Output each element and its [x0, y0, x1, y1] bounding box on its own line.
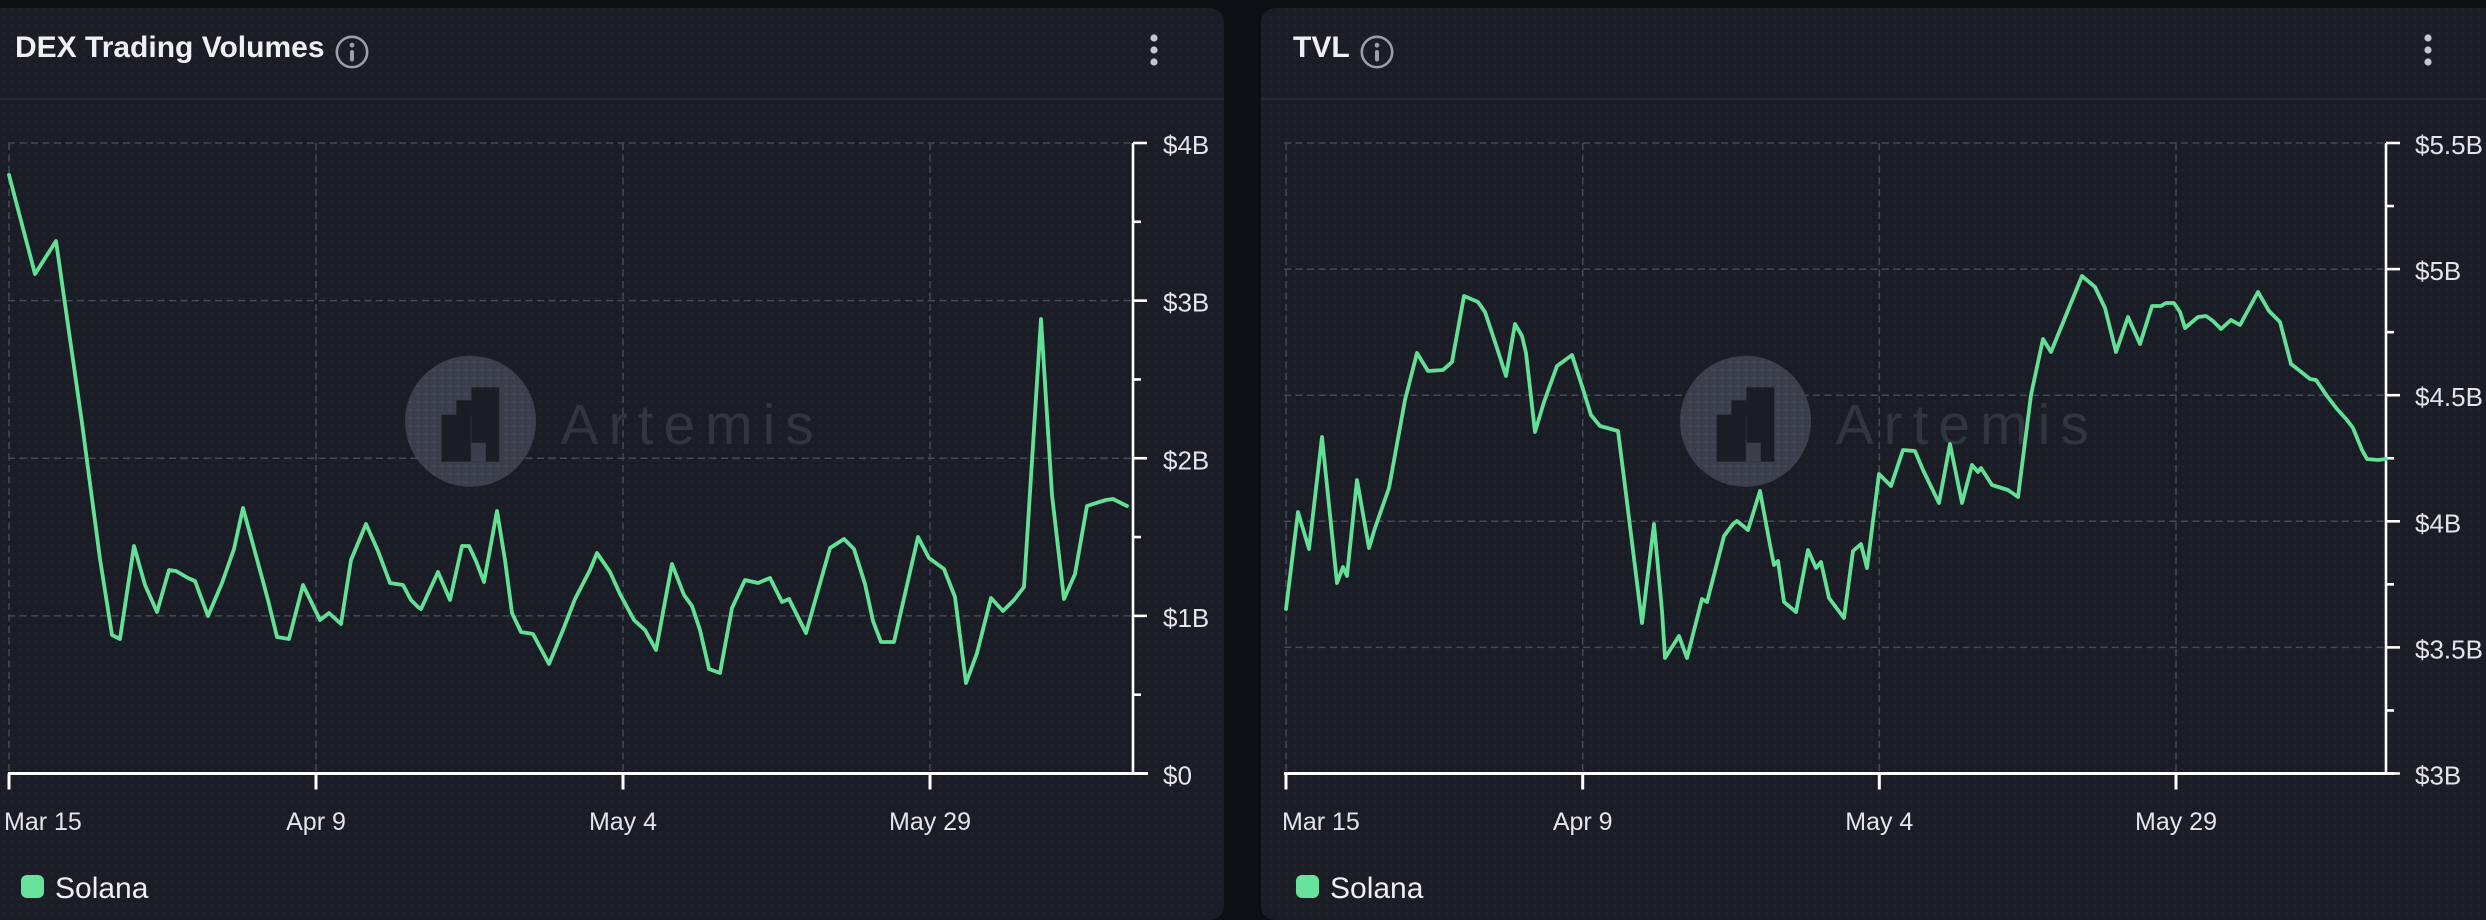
svg-text:May 29: May 29: [889, 808, 971, 836]
svg-text:$3.5B: $3.5B: [2415, 634, 2483, 664]
svg-text:$1B: $1B: [1163, 603, 1209, 633]
svg-text:$4.5B: $4.5B: [2415, 382, 2483, 412]
svg-text:Apr 9: Apr 9: [1553, 808, 1613, 836]
svg-text:$4B: $4B: [1163, 130, 1209, 160]
svg-text:Mar 15: Mar 15: [4, 808, 82, 836]
svg-text:$5B: $5B: [2415, 256, 2461, 286]
svg-text:$3B: $3B: [1163, 288, 1209, 318]
svg-text:$4B: $4B: [2415, 508, 2461, 538]
svg-text:Artemis: Artemis: [1836, 393, 2099, 457]
svg-text:May 29: May 29: [2135, 808, 2217, 836]
svg-text:$5.5B: $5.5B: [2415, 130, 2483, 160]
svg-text:Artemis: Artemis: [561, 393, 824, 457]
svg-text:Apr 9: Apr 9: [286, 808, 346, 836]
svg-text:Mar 15: Mar 15: [1282, 808, 1360, 836]
svg-text:May 4: May 4: [589, 808, 657, 836]
svg-text:$2B: $2B: [1163, 445, 1209, 475]
svg-text:$3B: $3B: [2415, 761, 2461, 791]
svg-text:$0: $0: [1163, 761, 1192, 791]
svg-text:May 4: May 4: [1845, 808, 1913, 836]
